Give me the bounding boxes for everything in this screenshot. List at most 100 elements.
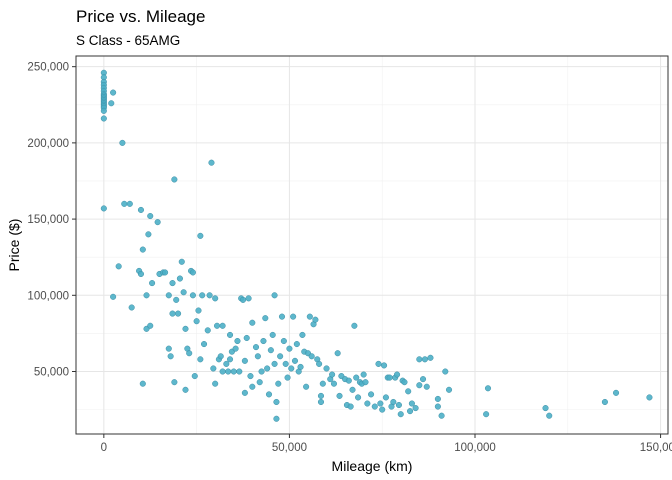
data-point [189, 292, 196, 299]
data-point [445, 386, 453, 393]
data-point [265, 391, 273, 398]
data-point [165, 345, 172, 352]
data-point [612, 389, 620, 396]
data-point [176, 275, 183, 282]
data-point [126, 200, 133, 207]
data-point [427, 354, 434, 361]
data-point [100, 115, 107, 122]
data-point [434, 403, 441, 410]
data-point [484, 385, 492, 392]
x-tick-label: 0 [101, 442, 107, 454]
data-point [334, 350, 341, 357]
data-point [226, 331, 234, 338]
data-point [208, 159, 215, 166]
data-point [438, 412, 445, 419]
data-point [353, 374, 360, 381]
data-point [401, 379, 408, 386]
data-point [245, 295, 252, 302]
data-point [143, 292, 150, 299]
data-point [394, 371, 401, 378]
data-point [351, 322, 358, 329]
x-tick-label: 150,000 [640, 442, 672, 454]
y-tick-label: 250,000 [27, 62, 69, 74]
data-point [137, 270, 144, 278]
data-point [171, 176, 178, 183]
data-point [381, 362, 388, 369]
x-tick-label: 50,000 [272, 442, 307, 454]
data-point [419, 376, 427, 383]
data-point [241, 389, 248, 396]
data-point [271, 360, 278, 367]
data-point [390, 398, 397, 406]
data-point [121, 200, 128, 207]
data-point [330, 380, 338, 387]
data-point [308, 353, 315, 360]
data-point [169, 280, 176, 287]
data-point [646, 394, 653, 401]
data-point [247, 373, 254, 380]
data-point [291, 357, 299, 364]
data-point [219, 368, 226, 375]
y-axis-ticks: 50,000 100,000 150,000 200,000 250,000 [27, 62, 76, 379]
data-point [362, 379, 369, 386]
data-point [206, 292, 213, 299]
data-point [149, 280, 156, 287]
data-point [317, 392, 325, 399]
data-point [364, 400, 371, 407]
data-point [243, 334, 250, 342]
data-point [167, 353, 174, 360]
data-point [182, 325, 189, 332]
data-point [128, 304, 135, 311]
data-point [139, 380, 146, 387]
data-point [169, 310, 176, 317]
data-point [355, 394, 362, 401]
data-point [542, 405, 549, 412]
data-point [483, 411, 490, 418]
data-point [546, 412, 553, 419]
data-point [386, 374, 393, 381]
data-point [173, 296, 180, 303]
data-point [191, 373, 198, 380]
chart-subtitle: S Class - 65AMG [76, 33, 181, 48]
data-point [316, 360, 323, 367]
major-gridlines [76, 56, 668, 434]
data-point [416, 356, 423, 363]
data-point [186, 350, 193, 357]
data-point [236, 368, 243, 375]
data-point [189, 269, 196, 276]
x-axis-ticks: 0 50,000 100,000 150,000 [101, 434, 672, 454]
data-point [434, 395, 441, 402]
data-point [197, 356, 204, 363]
data-point [225, 368, 232, 375]
data-point [288, 365, 295, 372]
data-point [271, 292, 278, 299]
data-point [226, 356, 234, 363]
data-point [234, 337, 241, 345]
data-point [254, 353, 261, 360]
data-point [601, 398, 608, 406]
y-axis-title: Price ($) [6, 219, 22, 272]
data-point [273, 415, 280, 422]
data-point [108, 100, 115, 107]
panel-border [75, 55, 669, 435]
data-point [210, 365, 217, 372]
data-point [406, 408, 414, 415]
data-point [269, 331, 276, 338]
data-point [100, 205, 107, 212]
data-point [110, 89, 117, 96]
data-point [290, 313, 297, 320]
data-point [197, 232, 204, 239]
data-point [110, 293, 117, 300]
data-point [262, 315, 269, 322]
data-point [317, 398, 325, 406]
data-point [137, 206, 144, 213]
data-point [293, 341, 300, 348]
data-point [275, 380, 282, 387]
data-point [282, 360, 289, 367]
data-point [303, 383, 310, 390]
data-point [421, 356, 428, 363]
data-points [100, 69, 653, 422]
data-point [371, 403, 378, 410]
data-point [349, 386, 356, 393]
